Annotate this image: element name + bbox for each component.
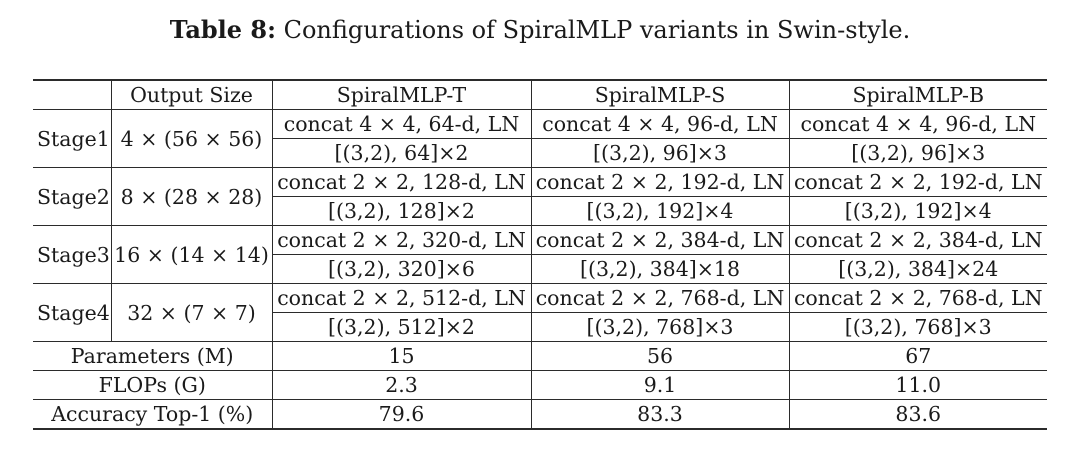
caption-text: Configurations of SpiralMLP variants in … [283, 16, 911, 44]
summary-label-cell: Accuracy Top-1 (%) [33, 399, 273, 430]
block-cell: [(3,2), 384]×24 [788, 254, 1047, 284]
stage-name-cell: Stage3 [33, 225, 112, 284]
concat-cell: concat 2 × 2, 384-d, LN [530, 225, 790, 255]
summary-value-cell: 9.1 [530, 370, 790, 400]
table-row: Accuracy Top-1 (%) 79.6 83.3 83.6 [33, 399, 1047, 430]
output-size-cell: 16 × (14 × 14) [110, 225, 273, 284]
table-caption: Table 8: Configurations of SpiralMLP var… [0, 14, 1080, 46]
table-row: Stage3 16 × (14 × 14) concat 2 × 2, 320-… [33, 225, 1047, 284]
concat-cell: concat 4 × 4, 64-d, LN [271, 109, 532, 139]
table-header-row: Output Size SpiralMLP-T SpiralMLP-S Spir… [33, 79, 1047, 110]
table-row: [(3,2), 64]×2 [(3,2), 96]×3 [(3,2), 96]×… [33, 138, 1047, 168]
block-cell: [(3,2), 96]×3 [788, 138, 1047, 168]
summary-label-cell: FLOPs (G) [33, 370, 273, 400]
output-size-cell: 4 × (56 × 56) [110, 109, 273, 168]
summary-value-cell: 15 [271, 341, 532, 371]
block-cell: [(3,2), 128]×2 [271, 196, 532, 226]
header-cell-spiralmlp-t: SpiralMLP-T [271, 79, 532, 110]
stage-name-cell: Stage4 [33, 283, 112, 342]
header-cell-spiralmlp-b: SpiralMLP-B [788, 79, 1047, 110]
summary-value-cell: 11.0 [788, 370, 1047, 400]
summary-value-cell: 83.3 [530, 399, 790, 430]
block-cell: [(3,2), 384]×18 [530, 254, 790, 284]
block-cell: [(3,2), 512]×2 [271, 312, 532, 342]
concat-cell: concat 2 × 2, 192-d, LN [788, 167, 1047, 197]
header-cell-spiralmlp-s: SpiralMLP-S [530, 79, 790, 110]
table-row: [(3,2), 128]×2 [(3,2), 192]×4 [(3,2), 19… [33, 196, 1047, 226]
header-cell-output-size: Output Size [110, 79, 273, 110]
block-cell: [(3,2), 64]×2 [271, 138, 532, 168]
output-size-cell: 32 × (7 × 7) [110, 283, 273, 342]
summary-value-cell: 83.6 [788, 399, 1047, 430]
concat-cell: concat 2 × 2, 512-d, LN [271, 283, 532, 313]
concat-cell: concat 2 × 2, 384-d, LN [788, 225, 1047, 255]
config-table: Output Size SpiralMLP-T SpiralMLP-S Spir… [33, 79, 1047, 430]
table-row: [(3,2), 320]×6 [(3,2), 384]×18 [(3,2), 3… [33, 254, 1047, 284]
table-row: Stage2 8 × (28 × 28) concat 2 × 2, 128-d… [33, 167, 1047, 226]
block-cell: [(3,2), 96]×3 [530, 138, 790, 168]
header-cell-corner [33, 79, 112, 110]
concat-cell: concat 2 × 2, 768-d, LN [788, 283, 1047, 313]
table-row: Stage1 4 × (56 × 56) concat 4 × 4, 64-d,… [33, 109, 1047, 168]
summary-label-cell: Parameters (M) [33, 341, 273, 371]
summary-value-cell: 79.6 [271, 399, 532, 430]
concat-cell: concat 4 × 4, 96-d, LN [530, 109, 790, 139]
concat-cell: concat 2 × 2, 768-d, LN [530, 283, 790, 313]
block-cell: [(3,2), 768]×3 [530, 312, 790, 342]
table-row: Stage4 32 × (7 × 7) concat 2 × 2, 512-d,… [33, 283, 1047, 342]
summary-value-cell: 2.3 [271, 370, 532, 400]
block-cell: [(3,2), 768]×3 [788, 312, 1047, 342]
block-cell: [(3,2), 320]×6 [271, 254, 532, 284]
output-size-cell: 8 × (28 × 28) [110, 167, 273, 226]
table-row: Parameters (M) 15 56 67 [33, 341, 1047, 371]
table-row: FLOPs (G) 2.3 9.1 11.0 [33, 370, 1047, 400]
table-row: [(3,2), 512]×2 [(3,2), 768]×3 [(3,2), 76… [33, 312, 1047, 342]
concat-cell: concat 2 × 2, 192-d, LN [530, 167, 790, 197]
stage-name-cell: Stage2 [33, 167, 112, 226]
caption-label: Table 8: [169, 15, 276, 44]
summary-value-cell: 67 [788, 341, 1047, 371]
stage-name-cell: Stage1 [33, 109, 112, 168]
concat-cell: concat 2 × 2, 320-d, LN [271, 225, 532, 255]
concat-cell: concat 2 × 2, 128-d, LN [271, 167, 532, 197]
block-cell: [(3,2), 192]×4 [530, 196, 790, 226]
block-cell: [(3,2), 192]×4 [788, 196, 1047, 226]
summary-value-cell: 56 [530, 341, 790, 371]
concat-cell: concat 4 × 4, 96-d, LN [788, 109, 1047, 139]
